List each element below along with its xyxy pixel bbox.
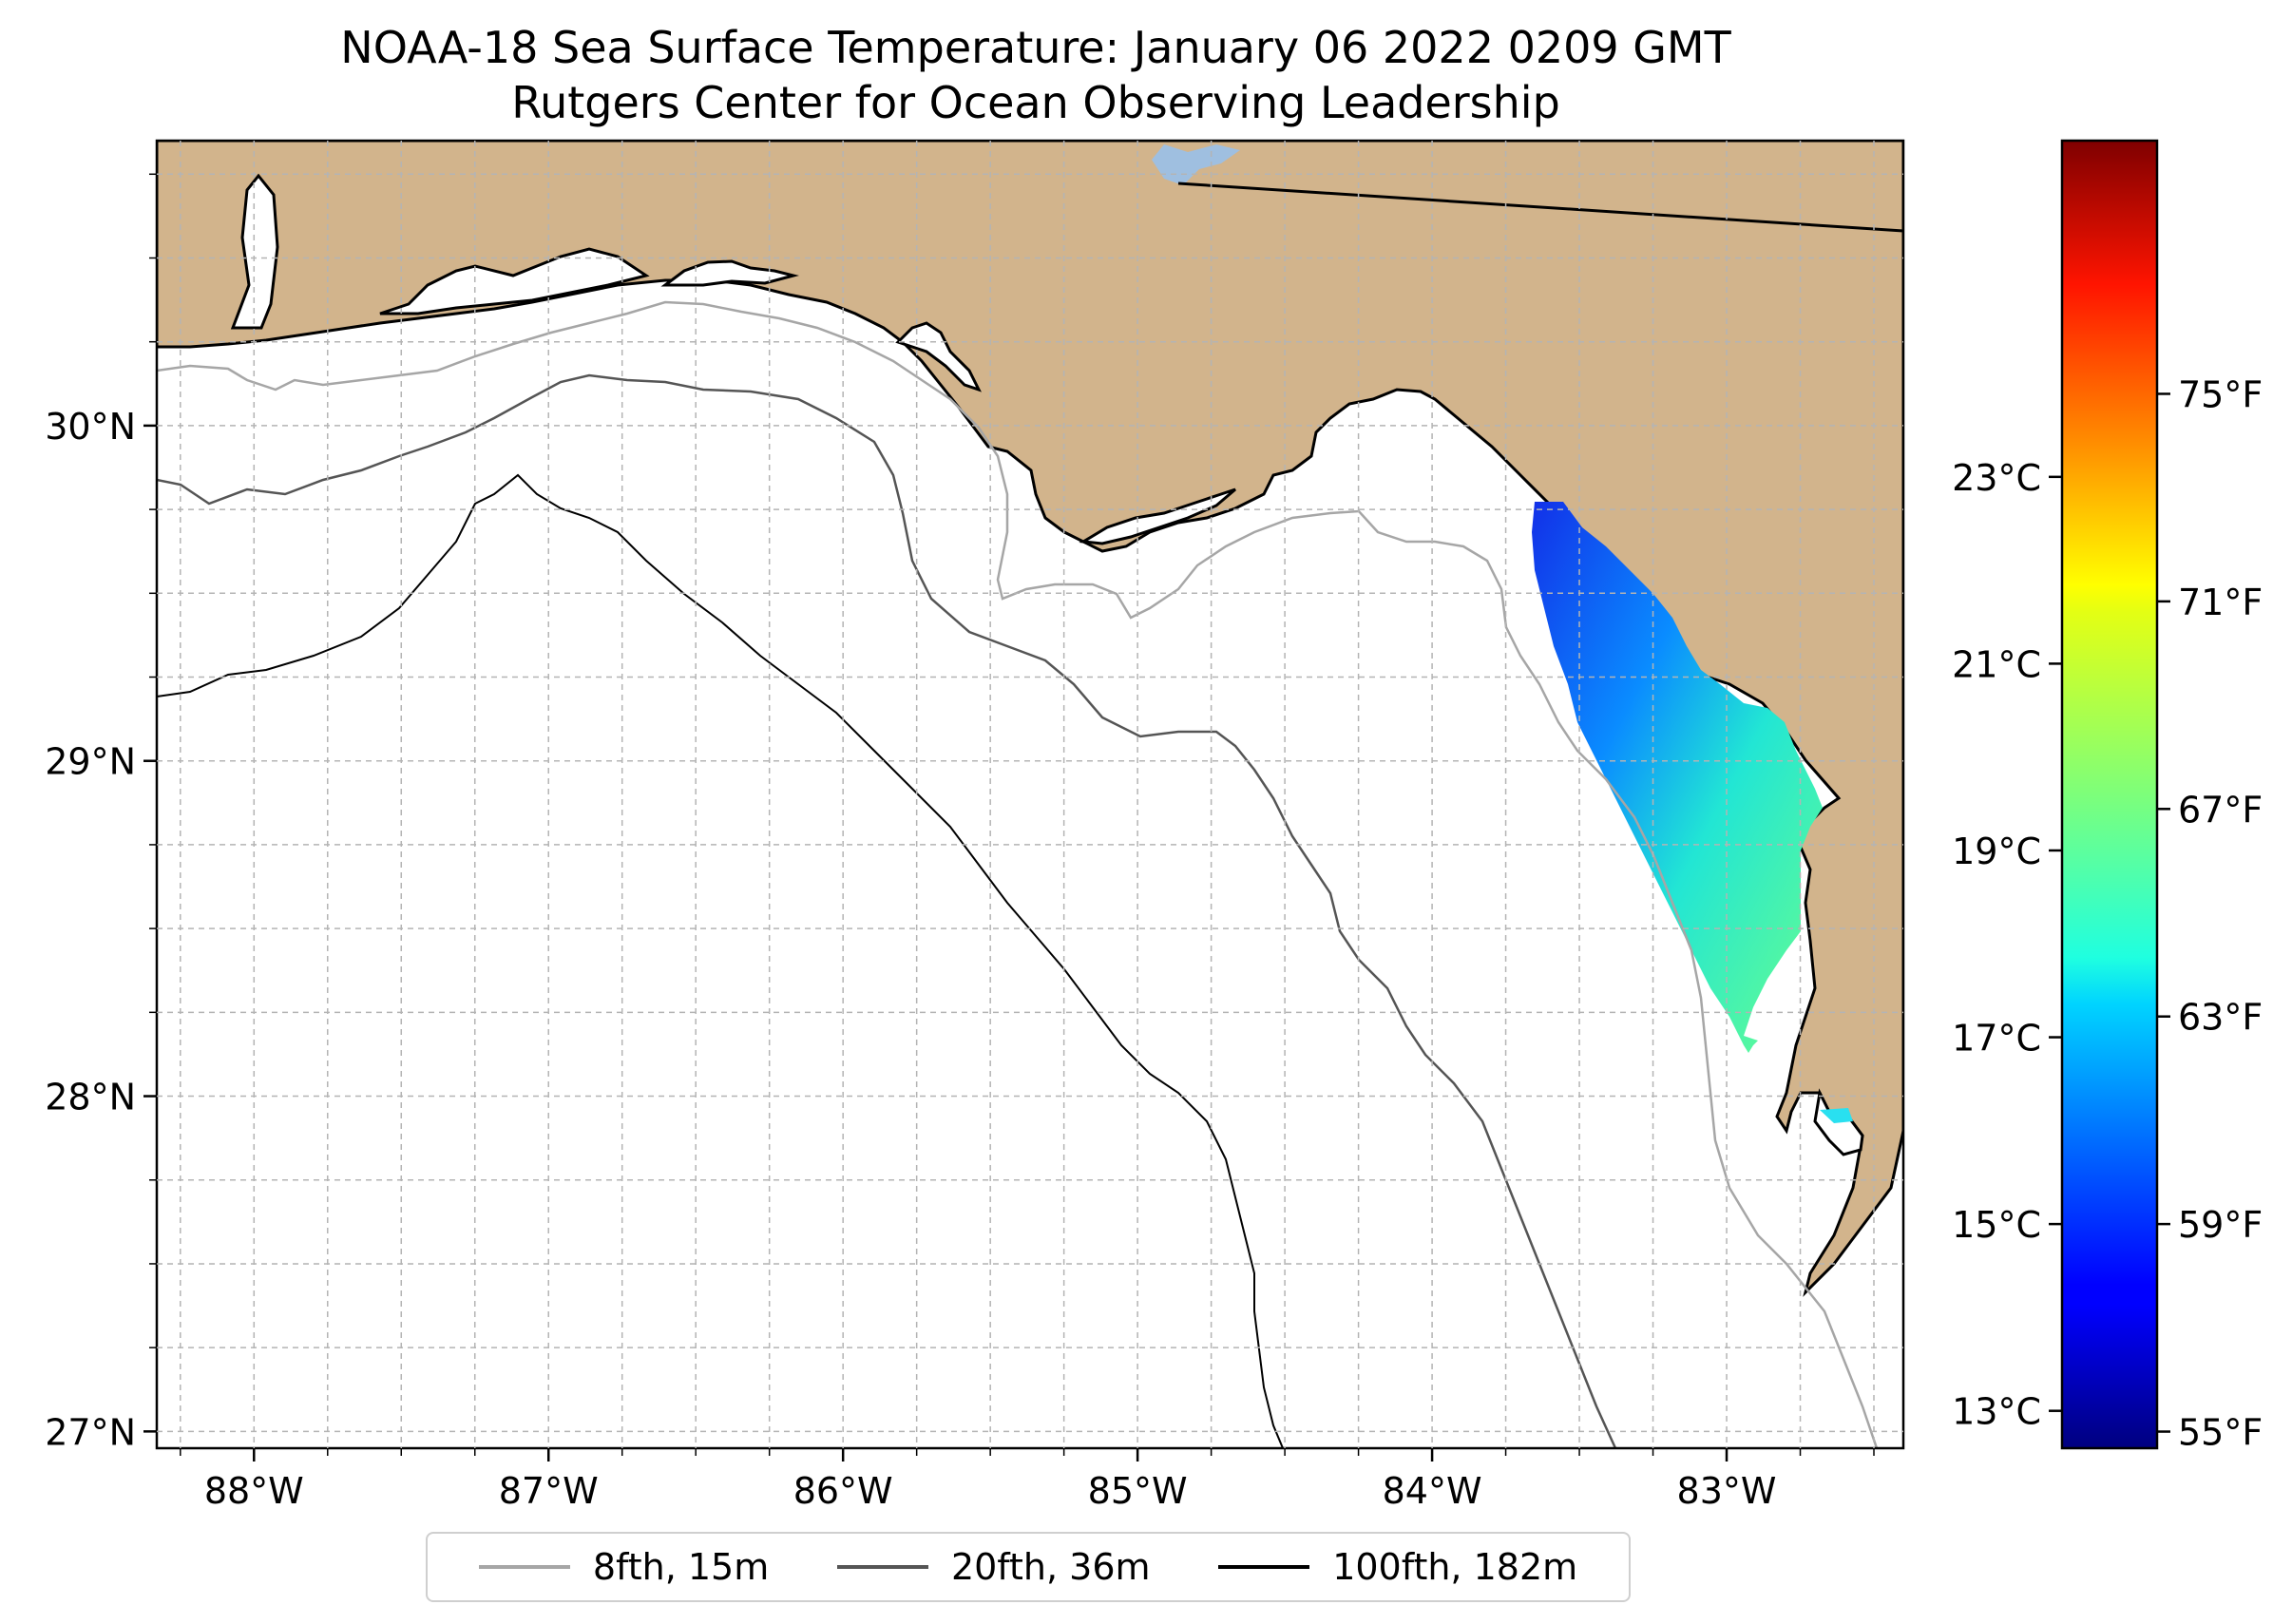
colorbar — [2060, 139, 2159, 1450]
lon-tick-label: 83°W — [1677, 1470, 1777, 1512]
lat-tick-label: 28°N — [45, 1077, 136, 1118]
legend-line-swatch — [1218, 1565, 1310, 1569]
celsius-tick-label: 23°C — [1952, 457, 2041, 499]
legend-line-swatch — [836, 1565, 928, 1569]
sst-tampa-patch — [1820, 1108, 1853, 1123]
celsius-tick-label: 19°C — [1952, 831, 2041, 872]
lat-tick-label: 30°N — [45, 406, 136, 448]
celsius-tick-label: 21°C — [1952, 643, 2041, 685]
lat-tick-label: 27°N — [45, 1411, 136, 1453]
celsius-tick-label: 13°C — [1952, 1391, 2041, 1433]
fahrenheit-tick-label: 67°F — [2178, 789, 2263, 831]
isobath-20fth — [157, 373, 1617, 1448]
chart-title: NOAA-18 Sea Surface Temperature: January… — [340, 22, 1731, 73]
state-border — [1177, 182, 1903, 233]
legend: 8fth, 15m 20fth, 36m 100fth, 182m — [426, 1532, 1631, 1602]
legend-label: 20fth, 36m — [950, 1546, 1151, 1588]
pensacola-bay — [379, 247, 650, 315]
choctaw-bay — [660, 259, 799, 287]
isobath-8fth — [157, 300, 1879, 1448]
axis-ticks: 88°W 87°W 86°W 85°W 84°W 83°W 27°N 28°N 29°N 30°N — [45, 406, 1776, 1512]
fahrenheit-tick-label: 71°F — [2178, 582, 2263, 623]
fahrenheit-tick-label: 75°F — [2178, 373, 2263, 415]
lon-tick-label: 84°W — [1383, 1470, 1482, 1512]
st-andrew-bay — [895, 321, 982, 392]
legend-line-swatch — [478, 1565, 570, 1569]
fahrenheit-tick-label: 59°F — [2178, 1204, 2263, 1246]
apalachicola-bay — [1079, 487, 1236, 545]
legend-item: 8fth, 15m — [478, 1546, 770, 1588]
lon-tick-label: 87°W — [499, 1470, 599, 1512]
isobath-100fth — [157, 473, 1284, 1448]
gridlines — [149, 141, 1903, 1456]
lon-tick-label: 86°W — [793, 1470, 893, 1512]
legend-label: 100fth, 182m — [1332, 1546, 1578, 1588]
celsius-tick-label: 17°C — [1952, 1018, 2041, 1060]
fahrenheit-tick-label: 55°F — [2178, 1412, 2263, 1454]
sst-swath — [1532, 502, 1823, 1053]
lon-tick-label: 85°W — [1088, 1470, 1188, 1512]
fahrenheit-tick-label: 63°F — [2178, 997, 2263, 1039]
map-area — [157, 141, 1903, 1448]
legend-item: 20fth, 36m — [836, 1546, 1151, 1588]
lake — [1152, 144, 1240, 185]
celsius-tick-label: 15°C — [1952, 1204, 2041, 1246]
legend-item: 100fth, 182m — [1218, 1546, 1577, 1588]
chart-subtitle: Rutgers Center for Ocean Observing Leade… — [511, 77, 1560, 128]
lon-tick-label: 88°W — [204, 1470, 304, 1512]
colorbar-ticks: 13°C 15°C 17°C 19°C 21°C 23°C 55°F 59°F 63°F 67°F… — [1952, 373, 2263, 1453]
legend-label: 8fth, 15m — [592, 1546, 770, 1588]
lat-tick-label: 29°N — [45, 741, 136, 783]
map-frame — [155, 139, 1905, 1450]
mobile-bay — [230, 173, 279, 330]
